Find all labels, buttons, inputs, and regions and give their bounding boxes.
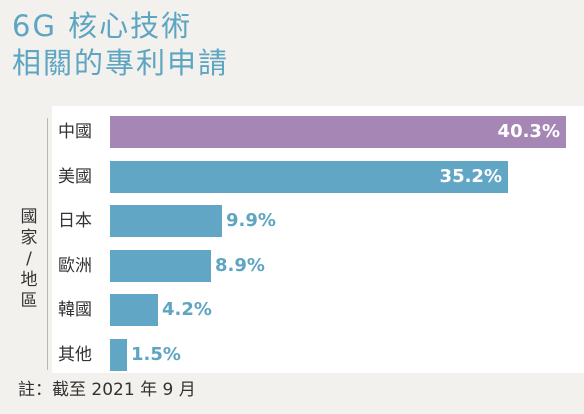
title-line-2: 相關的專利申請 (12, 46, 230, 80)
title-line-1: 6G 核心技術 (12, 9, 193, 43)
y-axis-label-text: 國 家 / 地 區 (20, 207, 38, 311)
category-label: 中國 (58, 122, 92, 142)
chart-title: 6G 核心技術 相關的專利申請 (12, 8, 229, 82)
bar (110, 160, 508, 193)
category-label: 日本 (58, 211, 92, 231)
y-axis-line (47, 118, 48, 370)
plot-panel (52, 106, 584, 373)
bar (110, 338, 127, 371)
bar (110, 205, 222, 237)
y-axis-label: 國 家 / 地 區 (17, 186, 41, 312)
category-label: 其他 (58, 344, 92, 365)
value-label: 35.2% (439, 165, 502, 187)
value-label: 1.5% (131, 343, 181, 365)
value-label: 8.9% (215, 254, 265, 276)
value-label: 4.2% (162, 299, 212, 320)
value-label: 40.3% (497, 121, 560, 142)
category-label: 美國 (58, 166, 92, 187)
category-label: 歐洲 (58, 255, 92, 276)
category-label: 韓國 (58, 300, 92, 320)
bar (110, 116, 566, 148)
bar (110, 294, 158, 326)
bar (110, 249, 211, 282)
footnote: 註：截至 2021 年 9 月 (18, 380, 196, 400)
value-label: 9.9% (226, 210, 276, 231)
